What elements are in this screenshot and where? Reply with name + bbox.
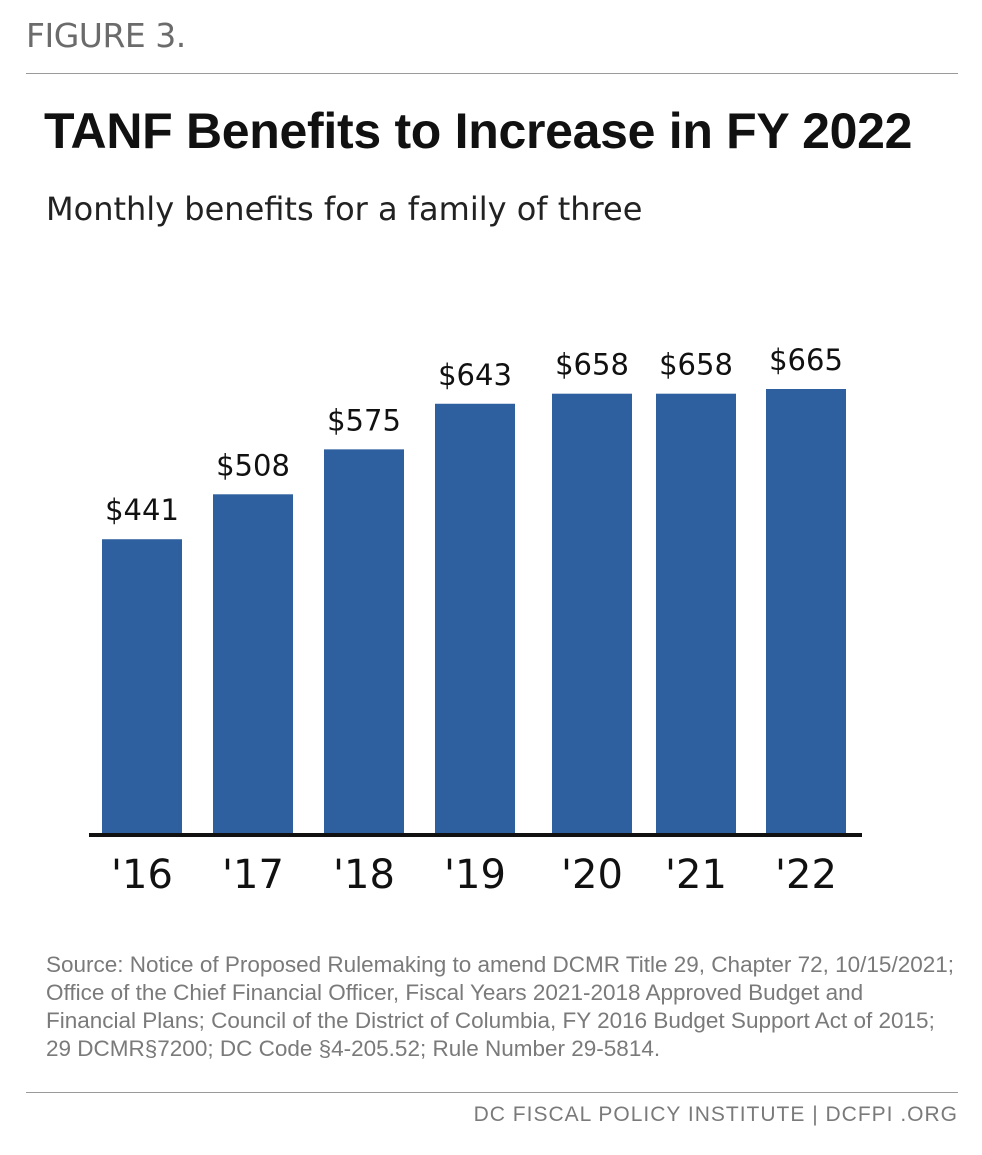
data-label-6: $658: [659, 348, 733, 382]
source-note: Source: Notice of Proposed Rulemaking to…: [46, 952, 954, 1061]
bar-1: [102, 539, 182, 835]
bar-4: [435, 403, 515, 835]
x-tick-label-7: '22: [775, 852, 837, 898]
x-tick-label-6: '21: [665, 852, 727, 898]
x-tick-label-5: '20: [561, 852, 623, 898]
data-label-2: $508: [216, 448, 290, 482]
data-label-5: $658: [555, 348, 629, 382]
bar-6: [656, 393, 736, 835]
footer-credit: DC FISCAL POLICY INSTITUTE | DCFPI .ORG: [473, 1103, 958, 1126]
top-divider: [26, 73, 958, 74]
bar-3: [324, 449, 404, 835]
bar-5: [552, 393, 632, 835]
chart-subtitle: Monthly benefits for a family of three: [46, 190, 643, 228]
data-label-7: $665: [769, 343, 843, 377]
bar-2: [213, 494, 293, 835]
bottom-divider: [26, 1092, 958, 1093]
data-label-3: $575: [327, 403, 401, 437]
bar-chart: $441 '16 $508 '17 $575 '18 $643 '19 $658 '20 $658 '…: [89, 343, 862, 898]
x-tick-label-2: '17: [222, 852, 284, 898]
x-tick-label-3: '18: [333, 852, 395, 898]
data-label-4: $643: [438, 358, 512, 392]
data-label-1: $441: [105, 493, 179, 527]
x-tick-label-4: '19: [444, 852, 506, 898]
figure-label: FIGURE 3.: [26, 16, 186, 55]
chart-title: TANF Benefits to Increase in FY 2022: [44, 103, 913, 159]
x-tick-label-1: '16: [111, 852, 173, 898]
bar-7: [766, 389, 846, 835]
